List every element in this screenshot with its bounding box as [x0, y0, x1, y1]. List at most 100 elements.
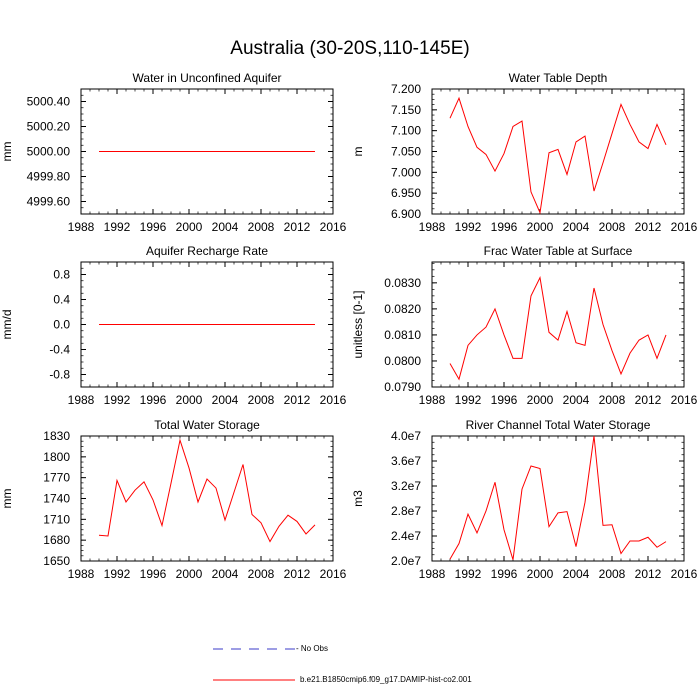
y-axis-label: mm/d	[0, 310, 14, 340]
y-tick-label: 7.050	[391, 145, 421, 159]
x-tick-label: 2000	[527, 393, 554, 407]
x-tick-label: 1996	[140, 567, 167, 581]
y-tick-label: 7.200	[391, 82, 421, 96]
panel-title: Water Table Depth	[509, 71, 608, 85]
x-tick-label: 1988	[68, 220, 95, 234]
x-tick-label: 2008	[599, 393, 626, 407]
y-tick-label: 1770	[43, 471, 70, 485]
y-tick-label: 0.0800	[384, 354, 421, 368]
x-tick-label: 2016	[671, 220, 698, 234]
y-tick-label: 5000.20	[27, 120, 71, 134]
chart-panel: River Channel Total Water Storage m3 1988 1…	[351, 418, 698, 581]
x-tick-label: 2012	[284, 393, 311, 407]
x-tick-label: 2004	[563, 567, 590, 581]
y-tick-label: 0.0810	[384, 328, 421, 342]
x-tick-label: 2000	[527, 220, 554, 234]
x-tick-label: 2000	[527, 567, 554, 581]
series-line	[449, 435, 667, 560]
x-tick-label: 1988	[68, 567, 95, 581]
x-tick-label: 1996	[140, 220, 167, 234]
x-tick-label: 1988	[419, 220, 446, 234]
x-tick-label: 1992	[104, 393, 131, 407]
series-line	[449, 276, 667, 381]
y-axis-label: m	[351, 147, 365, 157]
y-axis-label: unitless [0-1]	[351, 290, 365, 358]
series-line	[98, 438, 316, 543]
x-tick-label: 2000	[176, 393, 203, 407]
y-tick-label: 4.0e7	[391, 429, 421, 443]
x-tick-label: 1992	[455, 220, 482, 234]
plot-frame	[431, 261, 685, 388]
y-tick-label: 7.150	[391, 103, 421, 117]
x-tick-label: 2008	[248, 393, 275, 407]
chart-panel: Water Table Depth m 1988 1992 1996 2000 2004 20…	[351, 71, 698, 234]
x-tick-label: 1988	[419, 393, 446, 407]
chart-panel: Frac Water Table at Surface unitless [0-1…	[351, 244, 698, 407]
y-tick-label: 4999.80	[27, 170, 71, 184]
x-tick-label: 1996	[491, 567, 518, 581]
y-tick-label: 1650	[43, 554, 70, 568]
x-tick-label: 2004	[212, 567, 239, 581]
x-tick-label: 1996	[491, 220, 518, 234]
x-tick-label: 2008	[248, 220, 275, 234]
panel-title: Frac Water Table at Surface	[484, 244, 633, 258]
panel-title: Aquifer Recharge Rate	[146, 244, 268, 258]
y-tick-label: 7.100	[391, 124, 421, 138]
x-tick-label: 2004	[212, 220, 239, 234]
plot-frame	[431, 88, 685, 215]
x-tick-label: 2000	[176, 567, 203, 581]
y-tick-label: 1710	[43, 512, 70, 526]
y-tick-label: 6.950	[391, 186, 421, 200]
y-tick-label: 1680	[43, 533, 70, 547]
x-tick-label: 1992	[104, 567, 131, 581]
y-tick-label: 1800	[43, 450, 70, 464]
plot-frame	[431, 435, 685, 562]
x-tick-label: 2016	[671, 567, 698, 581]
plot-frame	[80, 435, 334, 562]
x-tick-label: 2008	[599, 220, 626, 234]
x-tick-label: 2004	[563, 393, 590, 407]
chart-panel: Water in Unconfined Aquifer mm 1988 1992 199…	[0, 71, 347, 234]
x-tick-label: 1988	[419, 567, 446, 581]
x-tick-label: 1988	[68, 393, 95, 407]
chart-panel: Total Water Storage mm 1988 1992 1996 2000 200…	[0, 418, 347, 581]
x-tick-label: 2012	[635, 220, 662, 234]
y-tick-label: 2.0e7	[391, 554, 421, 568]
x-tick-label: 1992	[455, 393, 482, 407]
x-tick-label: 1996	[491, 393, 518, 407]
x-tick-label: 2008	[599, 567, 626, 581]
y-tick-label: -0.4	[49, 343, 70, 357]
x-tick-label: 2012	[284, 220, 311, 234]
y-axis-label: mm	[0, 489, 14, 509]
y-tick-label: 3.6e7	[391, 454, 421, 468]
y-tick-label: 1740	[43, 492, 70, 506]
y-tick-label: 0.0830	[384, 276, 421, 290]
y-tick-label: 4999.60	[27, 195, 71, 209]
x-tick-label: 2012	[635, 567, 662, 581]
y-tick-label: -0.8	[49, 368, 70, 382]
y-tick-label: 6.900	[391, 207, 421, 221]
y-tick-label: 0.0790	[384, 380, 421, 394]
y-tick-label: 0.8	[53, 268, 70, 282]
y-tick-label: 5000.40	[27, 95, 71, 109]
x-tick-label: 2016	[320, 567, 347, 581]
y-tick-label: 1830	[43, 429, 70, 443]
y-tick-label: 3.2e7	[391, 479, 421, 493]
chart-panel: Aquifer Recharge Rate mm/d 1988 1992 1996 200…	[0, 244, 347, 407]
y-axis-label: m3	[351, 490, 365, 507]
y-tick-label: 0.0820	[384, 302, 421, 316]
x-tick-label: 2016	[320, 220, 347, 234]
panel-title: Total Water Storage	[154, 418, 260, 432]
x-tick-label: 2012	[635, 393, 662, 407]
y-tick-label: 5000.00	[27, 145, 71, 159]
series-line	[449, 96, 667, 215]
x-tick-label: 2000	[176, 220, 203, 234]
y-tick-label: 0.4	[53, 293, 70, 307]
y-axis-label: mm	[0, 142, 14, 162]
figure-title: Australia (30-20S,110-145E)	[230, 38, 470, 59]
x-tick-label: 2016	[671, 393, 698, 407]
x-tick-label: 2004	[212, 393, 239, 407]
x-tick-label: 2012	[284, 567, 311, 581]
x-tick-label: 2004	[563, 220, 590, 234]
x-tick-label: 2016	[320, 393, 347, 407]
